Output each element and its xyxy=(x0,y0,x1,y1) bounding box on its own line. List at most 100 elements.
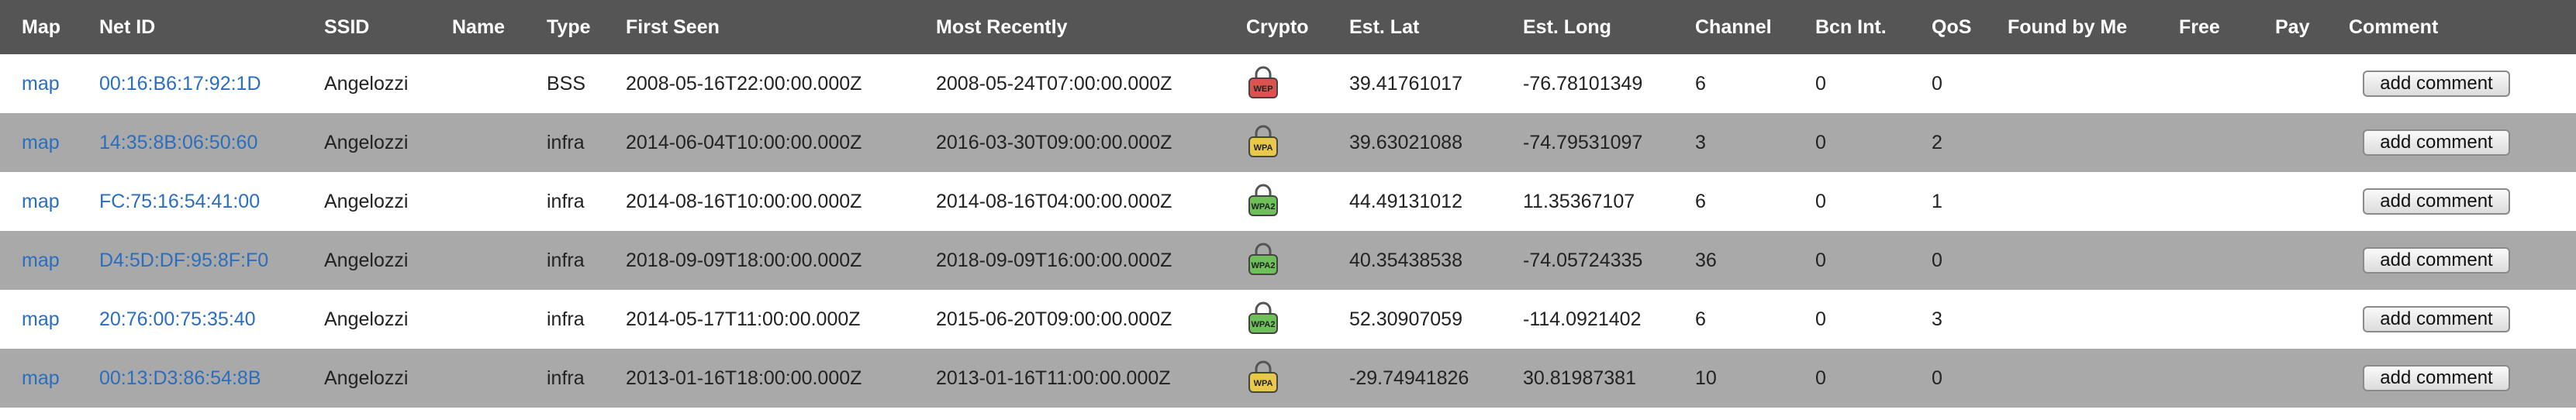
name-cell xyxy=(430,231,525,290)
ssid-cell: Angelozzi xyxy=(324,190,409,212)
add-comment-button[interactable]: add comment xyxy=(2363,306,2510,332)
pay-cell xyxy=(2253,172,2327,231)
net-id-cell: FC:75:16:54:41:00 xyxy=(78,172,302,231)
add-comment-button[interactable]: add comment xyxy=(2363,71,2510,97)
est-long-cell: 30.81987381 xyxy=(1523,367,1636,389)
header-ssid: SSID xyxy=(324,15,370,38)
map-link[interactable]: map xyxy=(22,308,60,330)
table-row: map D4:5D:DF:95:8F:F0 Angelozzi infra 20… xyxy=(0,231,2576,290)
map-link[interactable]: map xyxy=(22,131,60,153)
est-lat-cell: 39.41761017 xyxy=(1349,72,1462,95)
crypto-cell: WPA2 xyxy=(1224,290,1328,349)
map-cell: map xyxy=(0,172,78,231)
header-most-recently: Most Recently xyxy=(936,15,1068,38)
header-crypto: Crypto xyxy=(1246,15,1309,38)
header-est-long: Est. Long xyxy=(1523,15,1611,38)
comment-cell: add comment xyxy=(2327,54,2576,113)
net-id-cell: 00:13:D3:86:54:8B xyxy=(78,349,302,408)
svg-text:WPA2: WPA2 xyxy=(1252,320,1276,329)
free-cell xyxy=(2157,113,2253,172)
channel-cell: 10 xyxy=(1695,367,1717,389)
header-name: Name xyxy=(452,15,506,38)
crypto-cell: WPA xyxy=(1224,113,1328,172)
add-comment-button[interactable]: add comment xyxy=(2363,247,2510,274)
found-by-me-cell xyxy=(1986,172,2157,231)
est-long-cell: -74.05724335 xyxy=(1523,249,1643,271)
ssid-cell: Angelozzi xyxy=(324,72,409,95)
comment-cell: add comment xyxy=(2327,172,2576,231)
name-cell xyxy=(430,113,525,172)
type-cell: infra xyxy=(547,131,585,153)
net-id-link[interactable]: 00:13:D3:86:54:8B xyxy=(99,367,261,389)
pay-cell xyxy=(2253,113,2327,172)
comment-cell: add comment xyxy=(2327,231,2576,290)
net-id-cell: 20:76:00:75:35:40 xyxy=(78,290,302,349)
net-id-link[interactable]: 20:76:00:75:35:40 xyxy=(99,308,256,330)
map-link[interactable]: map xyxy=(22,72,60,95)
lock-icon: WPA2 xyxy=(1246,301,1280,334)
channel-cell: 6 xyxy=(1695,190,1706,212)
qos-cell: 0 xyxy=(1932,249,1942,271)
map-cell: map xyxy=(0,54,78,113)
net-id-link[interactable]: 14:35:8B:06:50:60 xyxy=(99,131,258,153)
first-seen-cell: 2014-05-17T11:00:00.000Z xyxy=(626,308,861,330)
map-link[interactable]: map xyxy=(22,249,60,271)
map-cell: map xyxy=(0,231,78,290)
svg-text:WPA2: WPA2 xyxy=(1252,261,1276,270)
table-row: map 20:76:00:75:35:40 Angelozzi infra 20… xyxy=(0,290,2576,349)
type-cell: infra xyxy=(547,308,585,330)
channel-cell: 36 xyxy=(1695,249,1717,271)
map-link[interactable]: map xyxy=(22,190,60,212)
net-id-link[interactable]: D4:5D:DF:95:8F:F0 xyxy=(99,249,269,271)
comment-cell: add comment xyxy=(2327,349,2576,408)
bcn-int-cell: 0 xyxy=(1815,72,1826,95)
header-type: Type xyxy=(547,15,591,38)
header-free: Free xyxy=(2179,15,2220,38)
type-cell: infra xyxy=(547,367,585,389)
first-seen-cell: 2018-09-09T18:00:00.000Z xyxy=(626,249,862,271)
map-cell: map xyxy=(0,290,78,349)
found-by-me-cell xyxy=(1986,54,2157,113)
add-comment-button[interactable]: add comment xyxy=(2363,365,2510,391)
add-comment-button[interactable]: add comment xyxy=(2363,129,2510,156)
qos-cell: 0 xyxy=(1932,367,1942,389)
qos-cell: 3 xyxy=(1932,308,1942,330)
est-long-cell: -74.79531097 xyxy=(1523,131,1643,153)
table-body: map 00:16:B6:17:92:1D Angelozzi BSS 2008… xyxy=(0,54,2576,408)
svg-text:WPA2: WPA2 xyxy=(1252,202,1276,212)
crypto-cell: WPA2 xyxy=(1224,172,1328,231)
map-link[interactable]: map xyxy=(22,367,60,389)
lock-icon: WEP xyxy=(1246,65,1280,98)
est-lat-cell: -29.74941826 xyxy=(1349,367,1469,389)
net-id-link[interactable]: 00:16:B6:17:92:1D xyxy=(99,72,261,95)
name-cell xyxy=(430,172,525,231)
type-cell: BSS xyxy=(547,72,586,95)
net-id-cell: 00:16:B6:17:92:1D xyxy=(78,54,302,113)
map-cell: map xyxy=(0,113,78,172)
name-cell xyxy=(430,290,525,349)
header-map: Map xyxy=(22,15,60,38)
bcn-int-cell: 0 xyxy=(1815,249,1826,271)
header-first-seen: First Seen xyxy=(626,15,720,38)
first-seen-cell: 2013-01-16T18:00:00.000Z xyxy=(626,367,862,389)
est-lat-cell: 40.35438538 xyxy=(1349,249,1462,271)
bcn-int-cell: 0 xyxy=(1815,190,1826,212)
ssid-cell: Angelozzi xyxy=(324,308,409,330)
table-row: map 00:13:D3:86:54:8B Angelozzi infra 20… xyxy=(0,349,2576,408)
crypto-cell: WPA xyxy=(1224,349,1328,408)
most-recently-cell: 2013-01-16T11:00:00.000Z xyxy=(936,367,1171,389)
found-by-me-cell xyxy=(1986,231,2157,290)
bcn-int-cell: 0 xyxy=(1815,367,1826,389)
pay-cell xyxy=(2253,231,2327,290)
add-comment-button[interactable]: add comment xyxy=(2363,188,2510,215)
net-id-link[interactable]: FC:75:16:54:41:00 xyxy=(99,190,261,212)
channel-cell: 3 xyxy=(1695,131,1706,153)
header-qos: QoS xyxy=(1932,15,1972,38)
header-channel: Channel xyxy=(1695,15,1772,38)
header-comment: Comment xyxy=(2349,15,2439,38)
pay-cell xyxy=(2253,349,2327,408)
header-pay: Pay xyxy=(2275,15,2310,38)
svg-text:WEP: WEP xyxy=(1253,84,1272,94)
free-cell xyxy=(2157,349,2253,408)
most-recently-cell: 2008-05-24T07:00:00.000Z xyxy=(936,72,1172,95)
